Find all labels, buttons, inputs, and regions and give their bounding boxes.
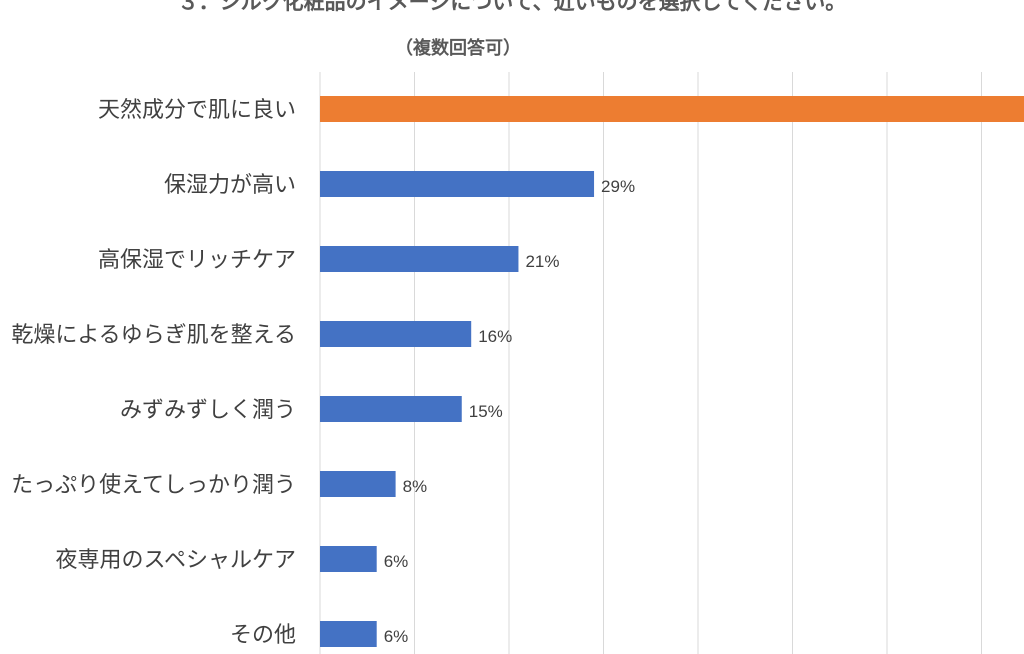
data-label: 8% <box>403 477 428 496</box>
bar <box>320 96 1024 122</box>
category-label: みずみずしく潤う <box>120 398 296 423</box>
data-label: 6% <box>384 627 409 646</box>
category-label: 夜専用のスペシャルケア <box>56 548 296 573</box>
category-label: 保湿力が高い <box>164 173 296 198</box>
category-label: 乾燥によるゆらぎ肌を整える <box>11 323 296 348</box>
category-label: その他 <box>230 623 296 648</box>
bar <box>320 396 462 422</box>
bar <box>320 471 396 497</box>
data-label: 6% <box>384 552 409 571</box>
category-label: 天然成分で肌に良い <box>98 98 296 123</box>
bar <box>320 621 377 647</box>
chart-title: ３．シルク化粧品のイメージについて、近いものを選択してください。 <box>177 0 847 14</box>
bar <box>320 546 377 572</box>
data-label: 15% <box>469 402 503 421</box>
data-label: 21% <box>525 252 559 271</box>
category-label: たっぷり使えてしっかり潤う <box>11 473 296 498</box>
chart-subtitle: （複数回答可） <box>395 38 521 59</box>
bar <box>320 171 595 197</box>
category-label: 高保湿でリッチケア <box>98 248 296 273</box>
data-label: 16% <box>478 327 512 346</box>
bar <box>320 321 472 347</box>
bar <box>320 246 519 272</box>
data-label: 29% <box>601 177 635 196</box>
